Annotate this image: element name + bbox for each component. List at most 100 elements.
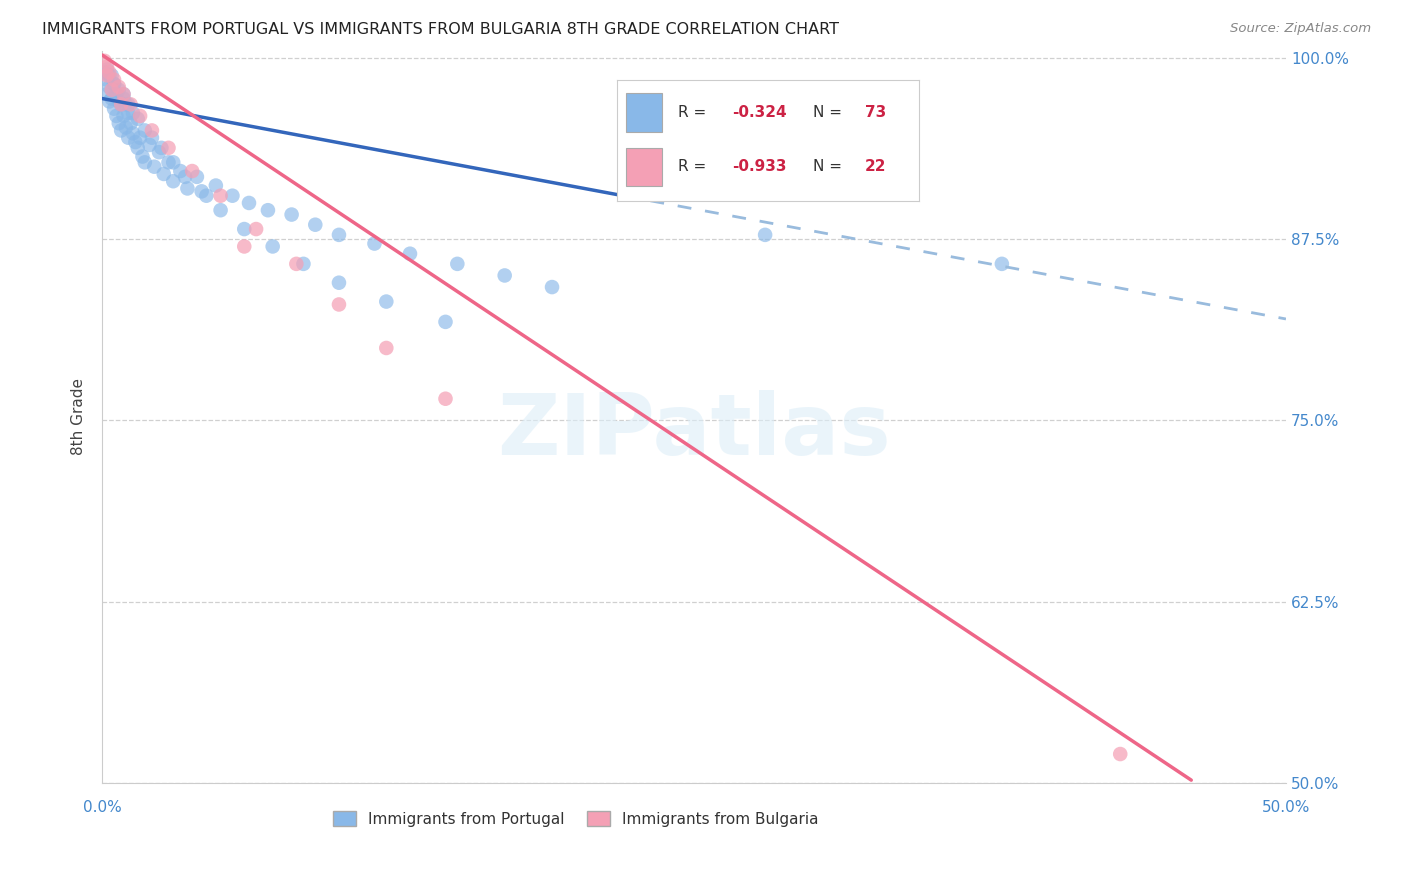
Point [110,123,132,137]
Point [115,120,138,135]
Point [162,174,184,188]
Point [96,62,118,77]
Point [105,87,128,102]
Point [100,83,122,97]
Point [141,130,163,145]
Point [238,196,260,211]
Point [93,54,115,68]
Point [176,181,198,195]
Point [280,208,302,222]
Point [157,155,180,169]
Text: IMMIGRANTS FROM PORTUGAL VS IMMIGRANTS FROM BULGARIA 8TH GRADE CORRELATION CHART: IMMIGRANTS FROM PORTUGAL VS IMMIGRANTS F… [42,22,839,37]
Point [233,222,256,236]
Point [363,236,385,251]
Point [262,239,284,253]
Point [541,280,564,294]
Point [98,65,121,79]
Point [150,141,173,155]
Point [434,392,457,406]
Point [112,109,135,123]
Point [375,294,398,309]
Point [129,130,152,145]
Point [110,97,132,112]
Point [205,178,228,193]
Point [245,222,267,236]
Point [120,116,142,130]
Point [257,203,280,218]
Point [190,185,212,199]
Y-axis label: 8th Grade: 8th Grade [72,378,86,455]
Point [122,126,145,140]
Point [328,297,350,311]
Text: 0.0%: 0.0% [83,800,121,815]
Point [122,106,145,120]
Point [991,257,1014,271]
Point [186,169,208,184]
Point [292,257,315,271]
Point [162,155,184,169]
Point [446,257,468,271]
Point [127,112,149,126]
Text: Source: ZipAtlas.com: Source: ZipAtlas.com [1230,22,1371,36]
Point [134,123,156,137]
Point [328,276,350,290]
Point [195,188,218,202]
Point [494,268,516,283]
Text: 50.0%: 50.0% [1261,800,1310,815]
Point [117,130,139,145]
Point [120,97,142,112]
Point [754,227,776,242]
Point [105,109,128,123]
Point [112,87,135,102]
Point [103,77,125,91]
Point [98,79,121,94]
Point [169,164,191,178]
Point [233,239,256,253]
Point [115,97,138,112]
Point [148,145,170,160]
Point [209,188,232,202]
Point [131,149,153,163]
Text: ZIPatlas: ZIPatlas [498,390,891,473]
Point [107,95,129,109]
Point [103,72,125,87]
Point [103,77,125,91]
Point [96,72,118,87]
Point [107,79,129,94]
Point [117,97,139,112]
Point [127,141,149,155]
Point [221,188,243,202]
Point [107,83,129,97]
Point [304,218,326,232]
Point [96,60,118,74]
Point [96,68,118,82]
Point [98,68,121,82]
Point [1109,747,1132,761]
Point [399,246,422,260]
Point [110,97,132,112]
Point [138,137,160,152]
Point [93,65,115,79]
Point [103,102,125,116]
Point [117,106,139,120]
Point [152,167,174,181]
Point [134,155,156,169]
Point [157,141,180,155]
Point [100,91,122,105]
Point [209,203,232,218]
Point [181,164,204,178]
Point [174,169,197,184]
Point [434,315,457,329]
Point [100,68,122,82]
Point [328,227,350,242]
Point [129,109,152,123]
Legend: Immigrants from Portugal, Immigrants from Bulgaria: Immigrants from Portugal, Immigrants fro… [333,811,818,827]
Point [107,116,129,130]
Point [285,257,308,271]
Point [143,160,166,174]
Point [141,123,163,137]
Point [375,341,398,355]
Point [112,91,135,105]
Point [112,87,135,102]
Point [124,135,146,149]
